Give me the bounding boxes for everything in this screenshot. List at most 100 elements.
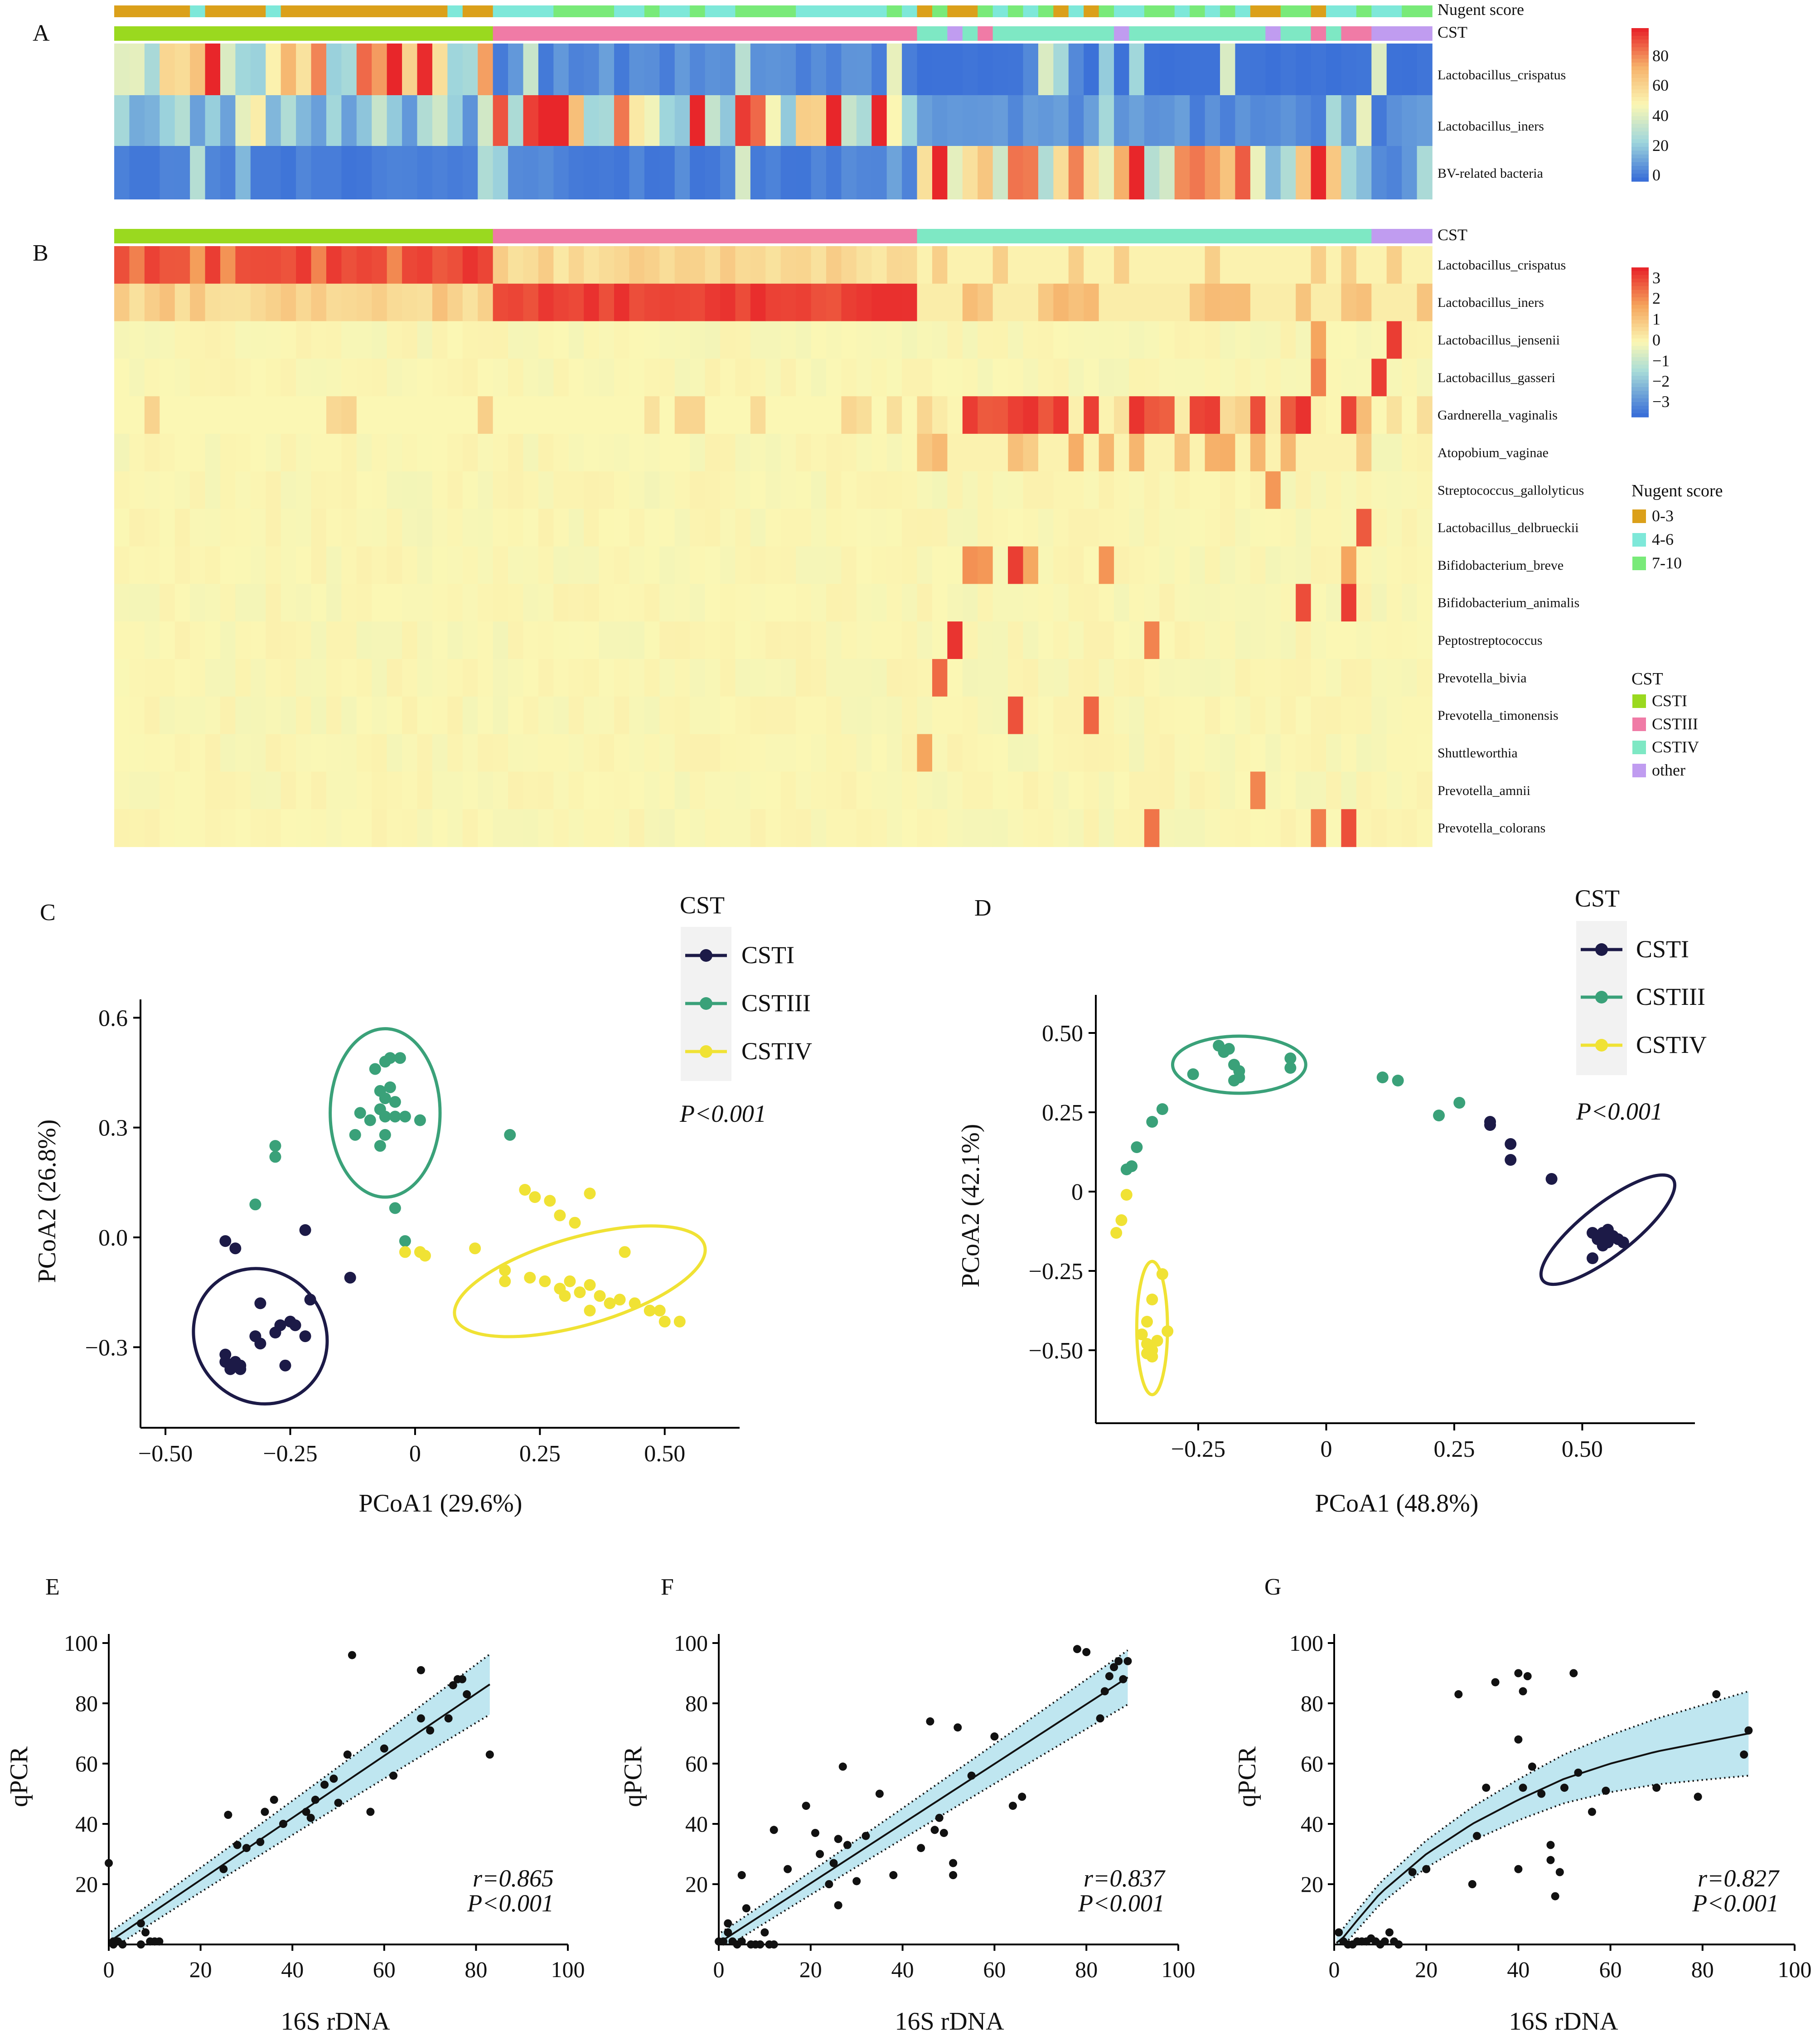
heatmap-b-cell — [523, 246, 539, 284]
correlation-e-point — [485, 1750, 494, 1759]
heatmap-b-cell — [599, 621, 615, 659]
heatmap-b-cell — [720, 321, 736, 359]
heatmap-b-cell — [1174, 584, 1190, 622]
heatmap-b-cell — [765, 546, 781, 585]
heatmap-a-cell — [962, 95, 978, 146]
heatmap-b-cell — [811, 396, 827, 434]
heatmap-b-cell — [1144, 696, 1160, 735]
heatmap-b-cell — [599, 246, 615, 284]
heatmap-b-cell — [1386, 359, 1402, 397]
heatmap-a-cell — [902, 95, 918, 146]
panel-letter-g: G — [1264, 1574, 1282, 1600]
cst-cell — [341, 229, 357, 243]
heatmap-b-cell — [1371, 471, 1387, 509]
heatmap-b-cell — [144, 396, 160, 434]
heatmap-b-cell — [978, 584, 993, 622]
heatmap-b-cell — [1356, 509, 1372, 547]
nugent-legend-item: 7-10 — [1652, 554, 1682, 572]
cst-cell — [780, 26, 796, 41]
heatmap-b-cell — [1053, 434, 1069, 472]
correlation-e-y-tick-label: 100 — [64, 1630, 98, 1656]
heatmap-b-cell — [1250, 734, 1266, 772]
heatmap-b-cell — [917, 359, 933, 397]
cst-cell — [1205, 229, 1220, 243]
heatmap-b-cell — [417, 283, 433, 322]
heatmap-b-cell — [1053, 771, 1069, 810]
colorbar-a-segment — [1631, 143, 1649, 147]
heatmap-b-cell — [886, 546, 902, 585]
cst-cell — [1296, 229, 1312, 243]
pcoa-c-point — [519, 1184, 531, 1196]
heatmap-b-cell — [478, 659, 494, 697]
heatmap-b-cell — [629, 696, 645, 735]
heatmap-b-cell — [417, 621, 433, 659]
heatmap-b-cell — [553, 771, 569, 810]
heatmap-b-cell — [886, 659, 902, 697]
heatmap-b-cell — [765, 621, 781, 659]
heatmap-b-cell — [735, 321, 751, 359]
heatmap-b-cell — [220, 659, 236, 697]
heatmap-b-cell — [780, 321, 796, 359]
heatmap-b-cell — [962, 321, 978, 359]
heatmap-b-cell — [674, 509, 690, 547]
heatmap-b-cell — [720, 809, 736, 847]
heatmap-b-cell — [1311, 809, 1326, 847]
heatmap-b-cell — [917, 246, 933, 284]
heatmap-b-row-label: Lactobacillus_crispatus — [1438, 257, 1566, 272]
heatmap-b-cell — [856, 734, 872, 772]
heatmap-b-cell — [1159, 696, 1175, 735]
heatmap-b-row-label: Prevotella_timonensis — [1438, 708, 1559, 723]
cst-cell — [1402, 229, 1418, 243]
heatmap-b-cell — [599, 434, 615, 472]
correlation-g-x-tick-label: 0 — [1329, 1957, 1340, 1982]
heatmap-b-cell — [538, 696, 554, 735]
colorbar-b-segment — [1631, 312, 1649, 317]
heatmap-b-cell — [886, 584, 902, 622]
heatmap-b-cell — [811, 471, 827, 509]
cst-cell — [1008, 229, 1024, 243]
heatmap-a-cell — [1174, 146, 1190, 199]
heatmap-b-cell — [826, 734, 842, 772]
heatmap-b-cell — [1356, 321, 1372, 359]
heatmap-b-cell — [356, 509, 373, 547]
cst-cell — [720, 26, 736, 41]
pcoa-d-y-tick-label: 0.25 — [1042, 1100, 1083, 1126]
heatmap-b-cell — [523, 359, 539, 397]
cst-cell — [1371, 26, 1387, 41]
heatmap-a-cell — [508, 146, 524, 199]
heatmap-b-cell — [811, 546, 827, 585]
correlation-f-point — [1114, 1657, 1123, 1665]
heatmap-b-cell — [1356, 471, 1372, 509]
pcoa-c-point — [274, 1319, 286, 1331]
pcoa-c-point — [658, 1315, 671, 1328]
heatmap-b-cell — [1174, 359, 1190, 397]
heatmap-a-cell — [372, 44, 387, 95]
heatmap-b-cell — [1068, 659, 1084, 697]
heatmap-b-cell — [796, 621, 812, 659]
nugent-cell — [205, 5, 221, 17]
cst-cell — [932, 229, 948, 243]
heatmap-b-cell — [1084, 246, 1099, 284]
nugent-legend-item: 4-6 — [1652, 530, 1674, 548]
heatmap-b-cell — [1068, 509, 1084, 547]
nugent-cell — [1023, 5, 1039, 17]
heatmap-b-cell — [1326, 471, 1342, 509]
heatmap-a-cell — [841, 146, 857, 199]
heatmap-b-cell — [1296, 809, 1312, 847]
heatmap-b-cell — [811, 621, 827, 659]
heatmap-b-cell — [296, 621, 312, 659]
heatmap-b-cell — [341, 396, 357, 434]
heatmap-b-cell — [129, 283, 145, 322]
heatmap-b-cell — [402, 621, 418, 659]
colorbar-b-segment — [1631, 413, 1649, 417]
heatmap-a-cell — [826, 146, 842, 199]
colorbar-a-segment — [1631, 70, 1649, 75]
heatmap-b-cell — [1068, 546, 1084, 585]
heatmap-b-cell — [387, 283, 402, 322]
heatmap-a-cell — [447, 95, 463, 146]
heatmap-b-cell — [674, 734, 690, 772]
heatmap-b-cell — [1190, 659, 1205, 697]
heatmap-b-cell — [1114, 471, 1130, 509]
heatmap-b-cell — [432, 584, 448, 622]
heatmap-b-cell — [129, 734, 145, 772]
